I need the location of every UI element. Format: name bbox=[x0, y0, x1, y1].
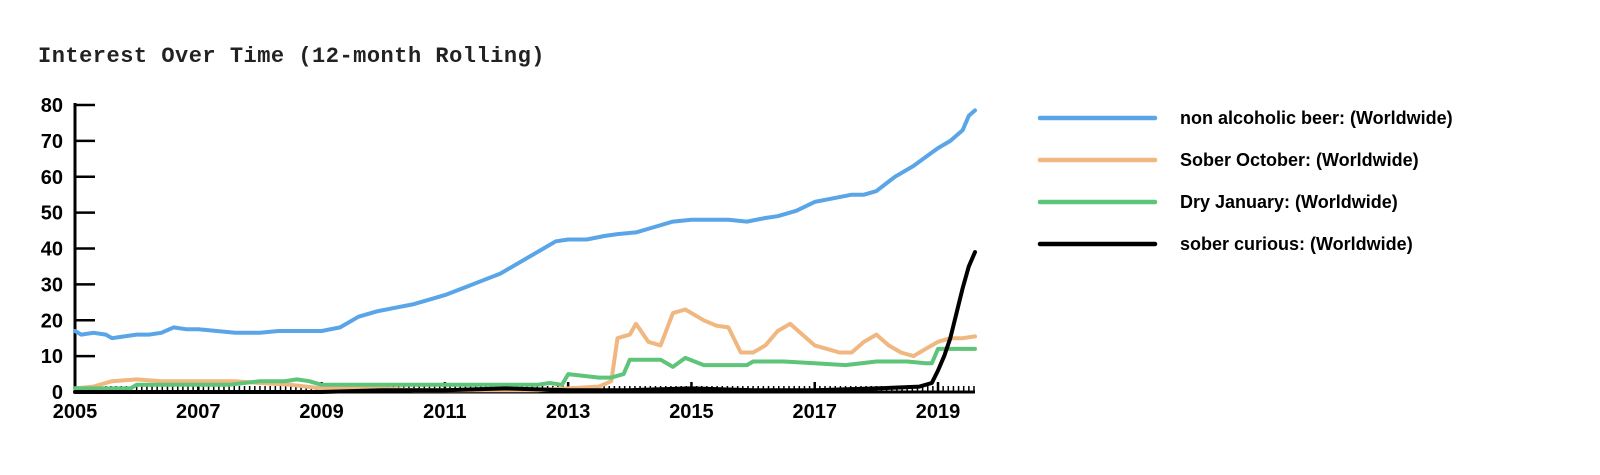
y-tick-label: 30 bbox=[41, 274, 63, 296]
legend-label: non alcoholic beer: (Worldwide) bbox=[1180, 108, 1453, 128]
series-line-0 bbox=[73, 108, 977, 341]
y-tick-label: 80 bbox=[41, 95, 63, 117]
x-tick-label: 2013 bbox=[546, 401, 591, 423]
y-tick-label: 60 bbox=[41, 167, 63, 189]
legend-label: sober curious: (Worldwide) bbox=[1180, 234, 1413, 254]
chart-axes: 0 10 20 30 40 50 60 70 80 2005 2007 2009 2011 2013 201… bbox=[41, 95, 975, 423]
y-tick-label: 10 bbox=[41, 346, 63, 368]
chart-legend: non alcoholic beer: (Worldwide) Sober Oct… bbox=[1037, 108, 1453, 254]
chart-series bbox=[73, 108, 977, 394]
y-tick-label: 20 bbox=[41, 310, 63, 332]
x-tick-label: 2011 bbox=[423, 401, 466, 423]
x-tick-label: 2007 bbox=[176, 401, 221, 423]
x-tick-label: 2015 bbox=[669, 401, 714, 423]
legend-label: Dry January: (Worldwide) bbox=[1180, 192, 1398, 212]
x-tick-label: 2009 bbox=[299, 401, 344, 423]
x-tick-label: 2005 bbox=[53, 401, 98, 423]
chart-title: Interest Over Time (12-month Rolling) bbox=[38, 44, 545, 69]
y-tick-label: 40 bbox=[41, 239, 63, 261]
series-line-2 bbox=[73, 346, 977, 391]
x-tick-label: 2017 bbox=[792, 401, 837, 423]
x-tick-label: 2019 bbox=[916, 401, 961, 423]
series-line-1 bbox=[73, 307, 977, 393]
legend-label: Sober October: (Worldwide) bbox=[1180, 150, 1419, 170]
y-tick-label: 0 bbox=[52, 382, 63, 404]
series-line-3 bbox=[73, 250, 977, 394]
y-tick-label: 70 bbox=[41, 131, 63, 153]
y-tick-label: 50 bbox=[41, 203, 63, 225]
